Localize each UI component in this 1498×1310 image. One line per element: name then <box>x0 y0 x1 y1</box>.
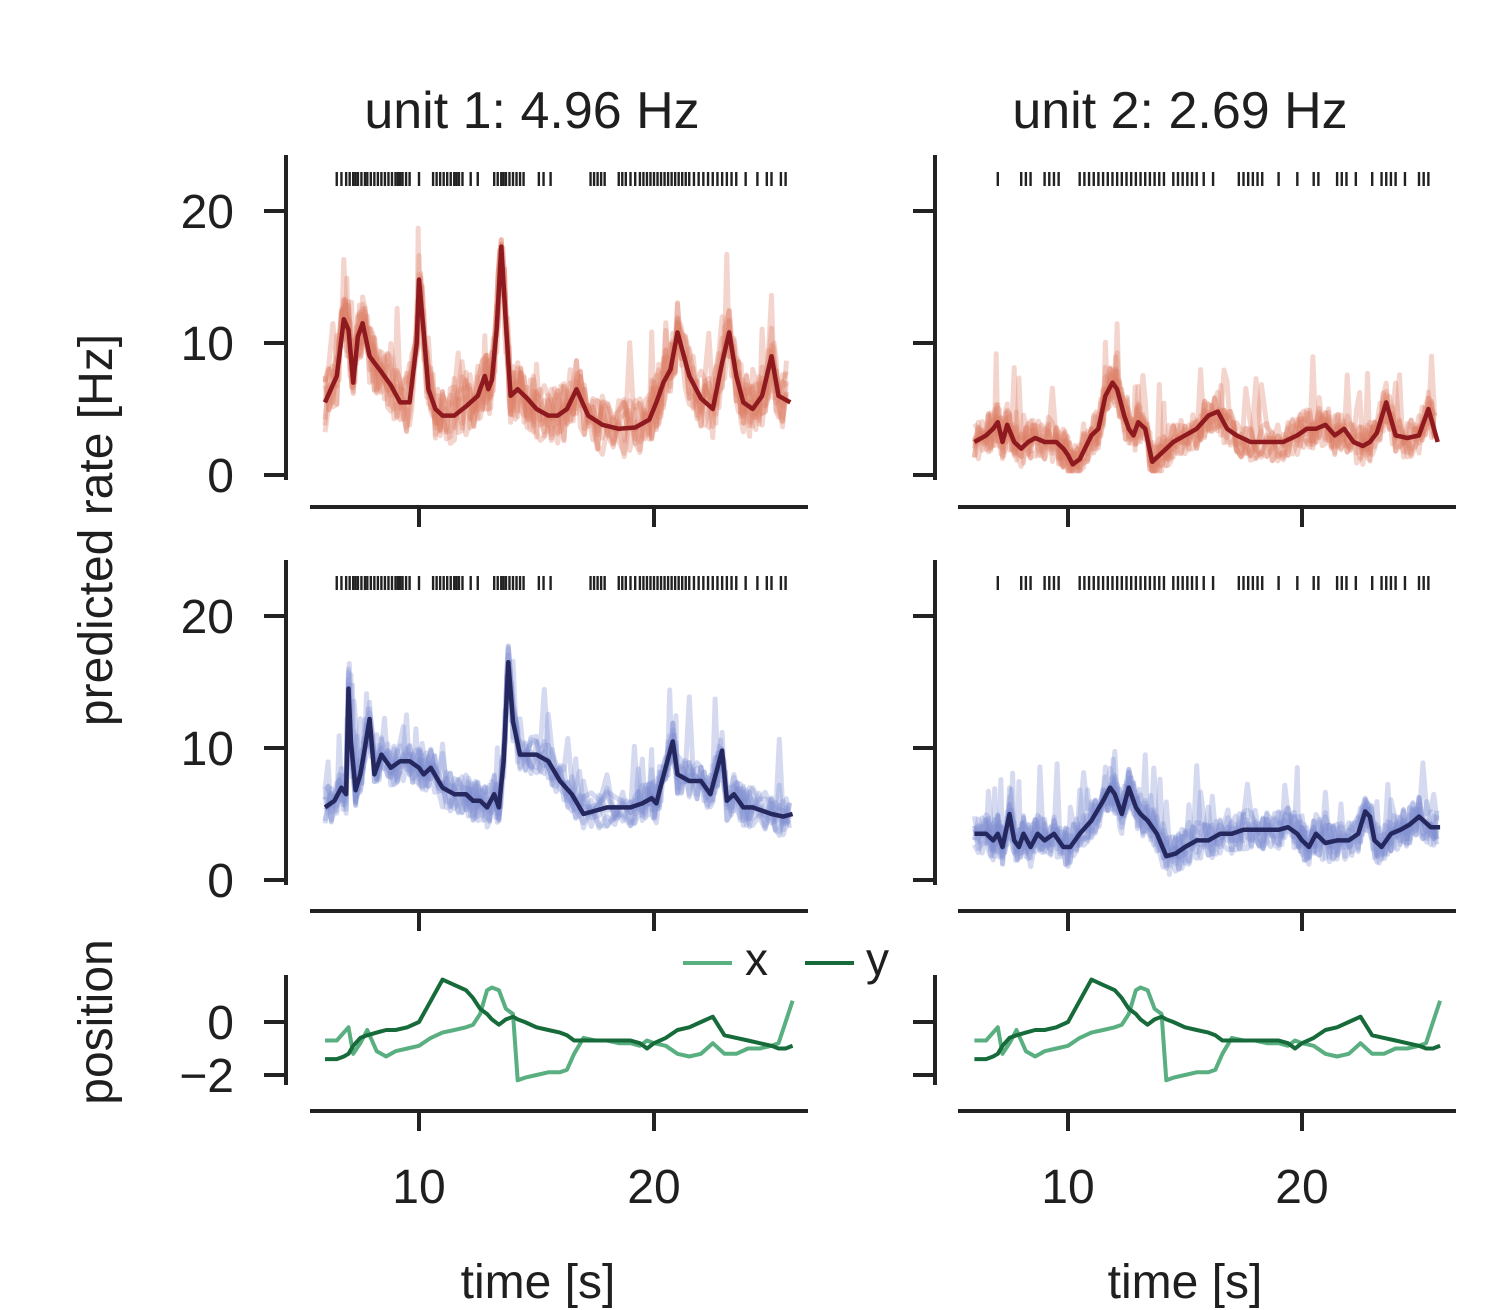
xlabel-right: time [s] <box>1108 1256 1263 1309</box>
sample-trace <box>971 367 1438 474</box>
position-y-line <box>325 977 794 1062</box>
y-tick-label: 20 <box>181 186 234 239</box>
x-tick-label: 10 <box>1041 1161 1094 1214</box>
x-tick-label: 10 <box>392 1161 445 1214</box>
legend-y-label: y <box>866 933 889 985</box>
position-x-line <box>974 985 1442 1083</box>
y-tick-label: −2 <box>179 1050 234 1103</box>
sample-trace <box>322 250 789 456</box>
y-tick-label: 0 <box>207 450 234 503</box>
x-tick-label: 20 <box>1275 1161 1328 1214</box>
sample-trace <box>972 773 1440 867</box>
panel-red-unit-1: 0 10 20 <box>181 155 808 527</box>
ylabel-predicted-rate: predicted rate [Hz] <box>70 334 123 726</box>
sample-trace <box>322 646 791 838</box>
unit-2-title: unit 2: 2.69 Hz <box>1012 82 1347 140</box>
y-tick-label: 20 <box>181 591 234 644</box>
y-tick-label: 0 <box>207 855 234 908</box>
mean-rate-line <box>322 244 792 432</box>
xlabel-left: time [s] <box>461 1256 616 1309</box>
x-tick-label: 20 <box>627 1161 680 1214</box>
mean-rate-line <box>973 380 1440 467</box>
position-x-line <box>325 985 795 1083</box>
y-tick-label: 10 <box>181 723 234 776</box>
position-legend: x y <box>683 933 889 985</box>
sample-trace <box>322 225 789 460</box>
panel-blue-unit-1: 0 10 20 <box>181 560 808 931</box>
unit-1-title: unit 1: 4.96 Hz <box>364 82 699 140</box>
sample-trace <box>972 321 1438 474</box>
ylabel-position: position <box>70 939 123 1104</box>
sample-trace <box>322 245 789 445</box>
panel-position-unit-2: 10 20 <box>913 975 1456 1214</box>
mean-rate-line <box>323 659 794 819</box>
panel-position-unit-1: 0−2 10 20 <box>179 975 808 1214</box>
y-tick-label: 10 <box>181 318 234 371</box>
panel-blue-unit-2 <box>913 560 1456 931</box>
y-tick-label: 0 <box>207 997 234 1050</box>
panel-red-unit-2 <box>913 155 1456 527</box>
mean-rate-line <box>974 785 1441 859</box>
sample-trace <box>971 769 1440 869</box>
position-y-line <box>974 977 1441 1062</box>
legend-x-label: x <box>745 933 768 985</box>
